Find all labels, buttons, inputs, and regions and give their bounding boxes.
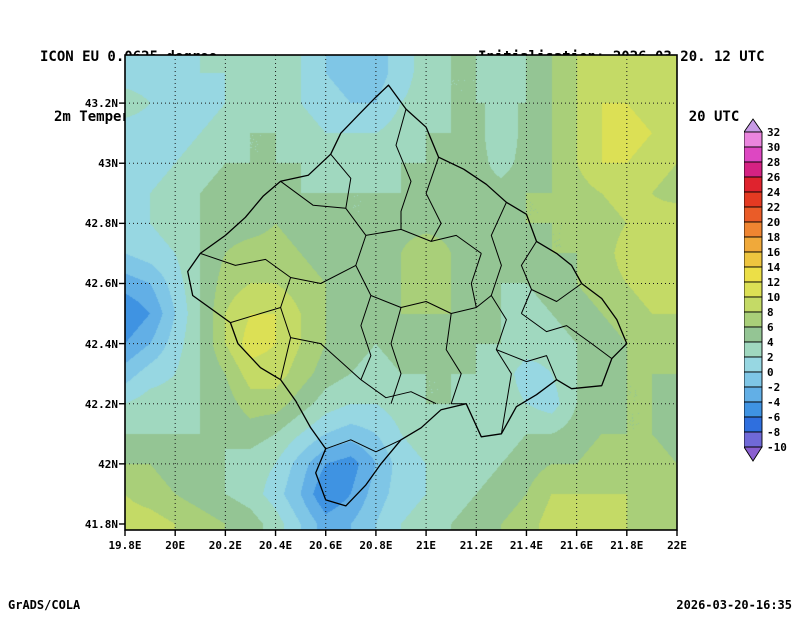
x-axis-label: 19.8E [108,539,142,552]
legend-color-band [744,296,763,313]
legend-tick-label: 24 [767,186,781,199]
legend-color-band [744,131,763,148]
legend-color-band [744,401,763,418]
legend-tick-label: 0 [767,366,774,379]
x-axis-label: 21E [416,539,437,552]
x-axis-label: 21.2E [459,539,493,552]
legend-color-band [744,431,763,448]
legend-color-band [744,371,763,388]
x-axis-label: 21.8E [610,539,644,552]
x-axis-label: 20E [165,539,186,552]
legend-tick-label: -2 [767,381,780,394]
legend-color-band [744,266,763,283]
legend-tick-label: 26 [767,171,781,184]
legend-color-band [744,251,763,268]
legend-tick-label: -10 [767,441,787,454]
y-axis-label: 42N [98,457,118,471]
legend-color-band [744,356,763,373]
legend-tick-label: 8 [767,306,774,319]
legend-color-band [744,161,763,178]
legend-color-band [744,416,763,433]
legend-tick-label: 30 [767,141,780,154]
legend-tick-label: 32 [767,126,780,139]
legend-color-band [744,146,763,163]
y-axis-label: 42.4N [84,337,118,351]
legend-color-band [744,221,763,238]
legend-color-band [744,236,763,253]
x-axis-label: 20.2E [208,539,242,552]
legend-tick-label: 6 [767,321,774,334]
x-axis-label: 21.6E [560,539,594,552]
x-axis-label: 21.4E [509,539,544,552]
legend-tick-label: 10 [767,291,780,304]
temperature-field-canvas [125,55,677,530]
legend-tick-label: 4 [767,336,774,349]
legend-tick-label: 2 [767,351,774,364]
legend-tick-label: -8 [767,426,780,439]
x-axis-label: 20.6E [309,539,343,552]
legend-color-band [744,326,763,343]
legend-tick-label: 14 [767,261,781,274]
y-axis-label: 43N [98,157,118,171]
x-axis-label: 20.4E [258,539,293,552]
legend-tick-label: 28 [767,156,780,169]
legend-tick-label: 16 [767,246,781,259]
x-axis-label: 22E [667,539,687,552]
legend-color-band [744,281,763,298]
legend-tick-label: -6 [767,411,781,424]
legend-color-band [744,386,763,403]
legend-color-band [744,191,763,208]
y-axis-label: 42.6N [84,277,118,291]
legend-tick-label: 12 [767,276,780,289]
legend-color-band [744,206,763,223]
grads-credit: GrADS/COLA [8,598,81,612]
creation-timestamp: 2026-03-20-16:35 [676,598,792,612]
legend-color-band [744,176,763,193]
legend-color-band [744,341,763,358]
legend-tick-label: 22 [767,201,780,214]
legend-arrow-up [744,118,763,133]
y-axis-label: 43.2N [84,97,118,111]
legend-color-band [744,311,763,328]
legend-tick-label: -4 [767,396,781,409]
y-axis-label: 42.2N [84,397,118,411]
legend-tick-label: 20 [767,216,780,229]
legend-tick-label: 18 [767,231,780,244]
y-axis-label: 42.8N [84,217,118,231]
y-axis-label: 41.8N [84,517,118,531]
legend-arrow-down [744,446,763,462]
x-axis-label: 20.8E [359,539,393,552]
